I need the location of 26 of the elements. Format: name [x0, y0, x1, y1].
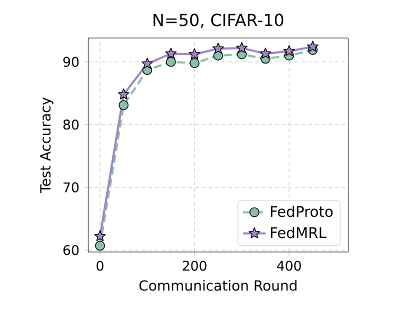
- y-tick-label: 90: [63, 56, 79, 67]
- y-axis-title: Test Accuracy: [40, 97, 54, 194]
- point: [260, 48, 272, 59]
- point: [165, 48, 177, 59]
- point: [94, 230, 106, 242]
- point: [142, 58, 153, 69]
- point: [95, 240, 105, 251]
- y-tick-label: 60: [63, 245, 79, 256]
- point: [283, 45, 295, 56]
- chart-title: N=50, CIFAR-10: [154, 14, 284, 28]
- point: [166, 56, 176, 67]
- y-tick-label: 80: [63, 120, 79, 130]
- point: [307, 40, 318, 52]
- point: [188, 48, 200, 60]
- point: [190, 58, 200, 68]
- x-tick-label: 200: [182, 260, 206, 271]
- point: [118, 100, 129, 110]
- legend-label: FedMRL: [270, 226, 326, 238]
- point: [118, 88, 130, 100]
- x-axis-title: Communication Round: [139, 280, 296, 291]
- y-tick-label: 70: [64, 182, 79, 192]
- x-tick-label: 400: [277, 260, 301, 271]
- point: [236, 42, 248, 53]
- x-tick-label: 0: [96, 260, 104, 271]
- legend-label: FedProto: [270, 206, 333, 218]
- point: [212, 42, 224, 54]
